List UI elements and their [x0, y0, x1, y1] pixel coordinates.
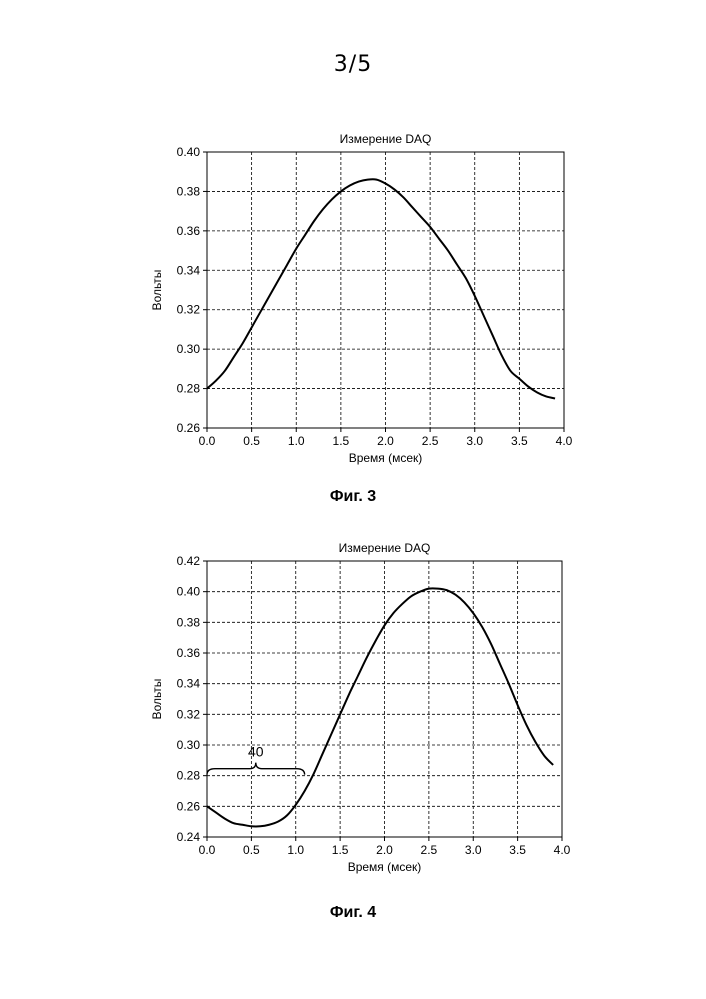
- chart-3-tick-label-x: 1.5: [333, 434, 350, 448]
- chart-4-annotation-label: 40: [248, 744, 264, 760]
- chart-4-annotation-brace: [206, 762, 306, 775]
- chart-4-tick-label-y: 0.38: [177, 615, 201, 629]
- chart-4-tick-label-x: 3.0: [465, 843, 482, 857]
- chart-4-tick-label-x: 0.5: [243, 843, 260, 857]
- chart-fig4: Измерение DAQ 0.0 0.5 1.0 1.5 2.0 2.5 3.0 3.5 4.0…: [150, 541, 571, 874]
- chart-4-tick-label-x: 1.0: [287, 843, 304, 857]
- chart-3-tick-label-x: 2.5: [422, 434, 439, 448]
- chart-4-tick-label-y: 0.36: [177, 646, 201, 660]
- chart-4-tick-label-y: 0.34: [177, 677, 201, 691]
- figure-caption-4: Фиг. 4: [329, 904, 377, 921]
- chart-4-tick-label-x: 1.5: [332, 843, 349, 857]
- chart-4-series-line-0: [206, 587, 554, 828]
- chart-3-xlabel: Время (мсек): [349, 451, 423, 465]
- chart-3-tick-label-x: 1.0: [288, 434, 305, 448]
- chart-3-title: Измерение DAQ: [340, 132, 432, 146]
- figure-caption-3: Фиг. 3: [329, 488, 377, 505]
- chart-4-title: Измерение DAQ: [339, 541, 431, 555]
- chart-3-tick-label-x: 3.0: [466, 434, 483, 448]
- chart-4-tick-label-x: 0.0: [199, 843, 216, 857]
- chart-4-tick-label-y: 0.40: [177, 585, 201, 599]
- page-number: 3/5: [333, 52, 373, 77]
- chart-4-tick-label-x: 3.5: [509, 843, 526, 857]
- chart-3-tick-label-x: 2.0: [377, 434, 394, 448]
- chart-4-tick-label-y: 0.26: [177, 799, 201, 813]
- chart-3-tick-label-y: 0.38: [177, 184, 201, 198]
- chart-fig3: Измерение DAQ 0.0 0.5 1.0 1.5 2.0 2.5 3.0 3.5 4.0…: [150, 132, 573, 465]
- chart-4-tick-label-y: 0.42: [177, 554, 201, 568]
- chart-4-tick-label-x: 2.0: [376, 843, 393, 857]
- chart-3-tick-label-x: 4.0: [556, 434, 573, 448]
- chart-4-xlabel: Время (мсек): [348, 860, 422, 874]
- chart-4-ylabel: Вольты: [150, 679, 164, 720]
- chart-3-tick-label-y: 0.26: [177, 421, 201, 435]
- chart-3-tick-label-x: 0.0: [199, 434, 216, 448]
- chart-3-ylabel: Вольты: [150, 270, 164, 311]
- chart-3-tick-label-x: 3.5: [511, 434, 528, 448]
- chart-3-tick-label-y: 0.30: [177, 342, 201, 356]
- chart-3-tick-label-y: 0.28: [177, 382, 201, 396]
- chart-4-tick-label-y: 0.30: [177, 738, 201, 752]
- chart-3-tick-label-x: 0.5: [243, 434, 260, 448]
- chart-3-tick-label-y: 0.36: [177, 224, 201, 238]
- chart-3-tick-label-y: 0.40: [177, 145, 201, 159]
- chart-4-tick-label-y: 0.28: [177, 769, 201, 783]
- chart-3-series-line-0: [206, 178, 556, 400]
- chart-4-tick-label-x: 2.5: [421, 843, 438, 857]
- chart-3-tick-label-y: 0.32: [177, 303, 201, 317]
- chart-4-tick-label-x: 4.0: [554, 843, 571, 857]
- chart-4-tick-label-y: 0.32: [177, 707, 201, 721]
- chart-4-tick-label-y: 0.24: [177, 830, 201, 844]
- chart-3-tick-label-y: 0.34: [177, 263, 201, 277]
